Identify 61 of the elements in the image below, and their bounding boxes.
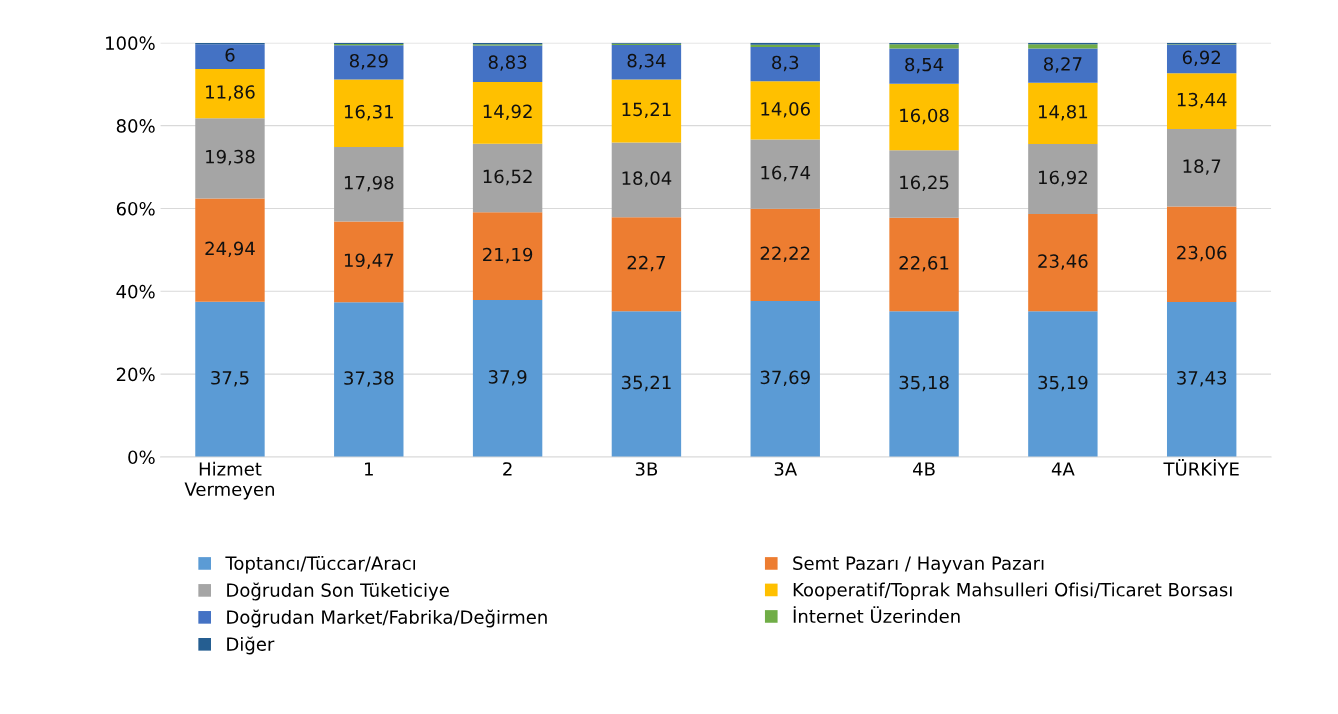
data-label: 8,3 bbox=[772, 55, 799, 72]
data-label: 22,22 bbox=[760, 246, 810, 262]
data-label: 8,83 bbox=[488, 55, 527, 71]
x-tick-label: 3A bbox=[774, 462, 798, 476]
x-tick-label: 2 bbox=[503, 462, 512, 476]
data-label: 8,29 bbox=[349, 53, 388, 70]
x-tick-label: TÜRKİYE bbox=[1163, 459, 1239, 476]
data-label: 24,94 bbox=[205, 241, 255, 258]
data-label: 18,04 bbox=[622, 171, 672, 187]
data-label: 16,25 bbox=[900, 175, 949, 192]
data-label: 35,19 bbox=[1038, 375, 1088, 392]
data-label: 16,74 bbox=[761, 165, 811, 182]
data-label: 21,19 bbox=[483, 247, 533, 264]
legend-label: İnternet Üzerinden bbox=[793, 606, 960, 624]
x-tick-label: 3B bbox=[635, 462, 658, 476]
legend-label: Toptancı/Tüccar/Aracı bbox=[225, 556, 416, 574]
data-label: 14,81 bbox=[1039, 104, 1088, 121]
x-tick-label: 1 bbox=[365, 462, 373, 476]
data-label: 6 bbox=[225, 48, 235, 62]
data-label: 37,38 bbox=[344, 371, 394, 387]
data-label: 37,5 bbox=[211, 370, 249, 387]
data-label: 23,06 bbox=[1177, 245, 1227, 262]
data-label: 14,92 bbox=[483, 104, 532, 121]
data-label: 16,08 bbox=[900, 108, 949, 125]
data-label: 13,44 bbox=[1177, 92, 1227, 109]
data-label: 37,9 bbox=[488, 370, 527, 386]
data-label: 8,34 bbox=[627, 53, 666, 70]
legend-label: Diğer bbox=[227, 636, 275, 655]
data-label: 37,69 bbox=[760, 370, 810, 386]
data-label: 18,7 bbox=[1183, 159, 1221, 175]
data-label: 14,06 bbox=[761, 102, 810, 118]
data-label: 16,31 bbox=[344, 104, 393, 121]
legend-label: Kooperatif/Toprak Mahsulleri Ofisi/Ticaret Borsası bbox=[793, 582, 1232, 601]
data-label: 19,47 bbox=[344, 253, 394, 269]
y-tick-label: 20% bbox=[116, 367, 155, 382]
data-label: 35,21 bbox=[621, 375, 671, 392]
y-tick-label: 60% bbox=[116, 201, 155, 216]
data-label: 35,18 bbox=[899, 375, 949, 392]
x-tick-label: 4A bbox=[1051, 462, 1075, 476]
data-label: 23,46 bbox=[1038, 254, 1088, 270]
data-label: 22,7 bbox=[627, 255, 665, 272]
x-tick-label: 4B bbox=[913, 462, 935, 476]
data-label: 19,38 bbox=[206, 149, 255, 166]
data-label: 11,86 bbox=[206, 85, 255, 101]
x-tick-label: Hizmet Vermeyen bbox=[184, 461, 274, 500]
data-label: 8,27 bbox=[1044, 57, 1082, 73]
y-tick-label: 80% bbox=[116, 119, 155, 133]
data-label: 6,92 bbox=[1182, 50, 1220, 67]
data-label: 16,52 bbox=[483, 169, 532, 186]
y-tick-label: 100% bbox=[106, 36, 155, 50]
data-label: 17,98 bbox=[344, 175, 394, 192]
legend-label: Doğrudan Market/Fabrika/Değirmen bbox=[227, 609, 547, 628]
data-label: 15,21 bbox=[622, 102, 671, 119]
data-label: 8,54 bbox=[905, 57, 944, 74]
y-tick-label: 0% bbox=[128, 450, 155, 465]
data-label: 37,43 bbox=[1177, 371, 1227, 387]
y-tick-label: 40% bbox=[116, 284, 155, 299]
legend-label: Semt Pazarı / Hayvan Pazarı bbox=[793, 556, 1044, 574]
data-label: 16,92 bbox=[1039, 170, 1087, 187]
data-label: 22,61 bbox=[899, 256, 949, 272]
legend-label: Doğrudan Son Tüketiciye bbox=[227, 582, 449, 601]
